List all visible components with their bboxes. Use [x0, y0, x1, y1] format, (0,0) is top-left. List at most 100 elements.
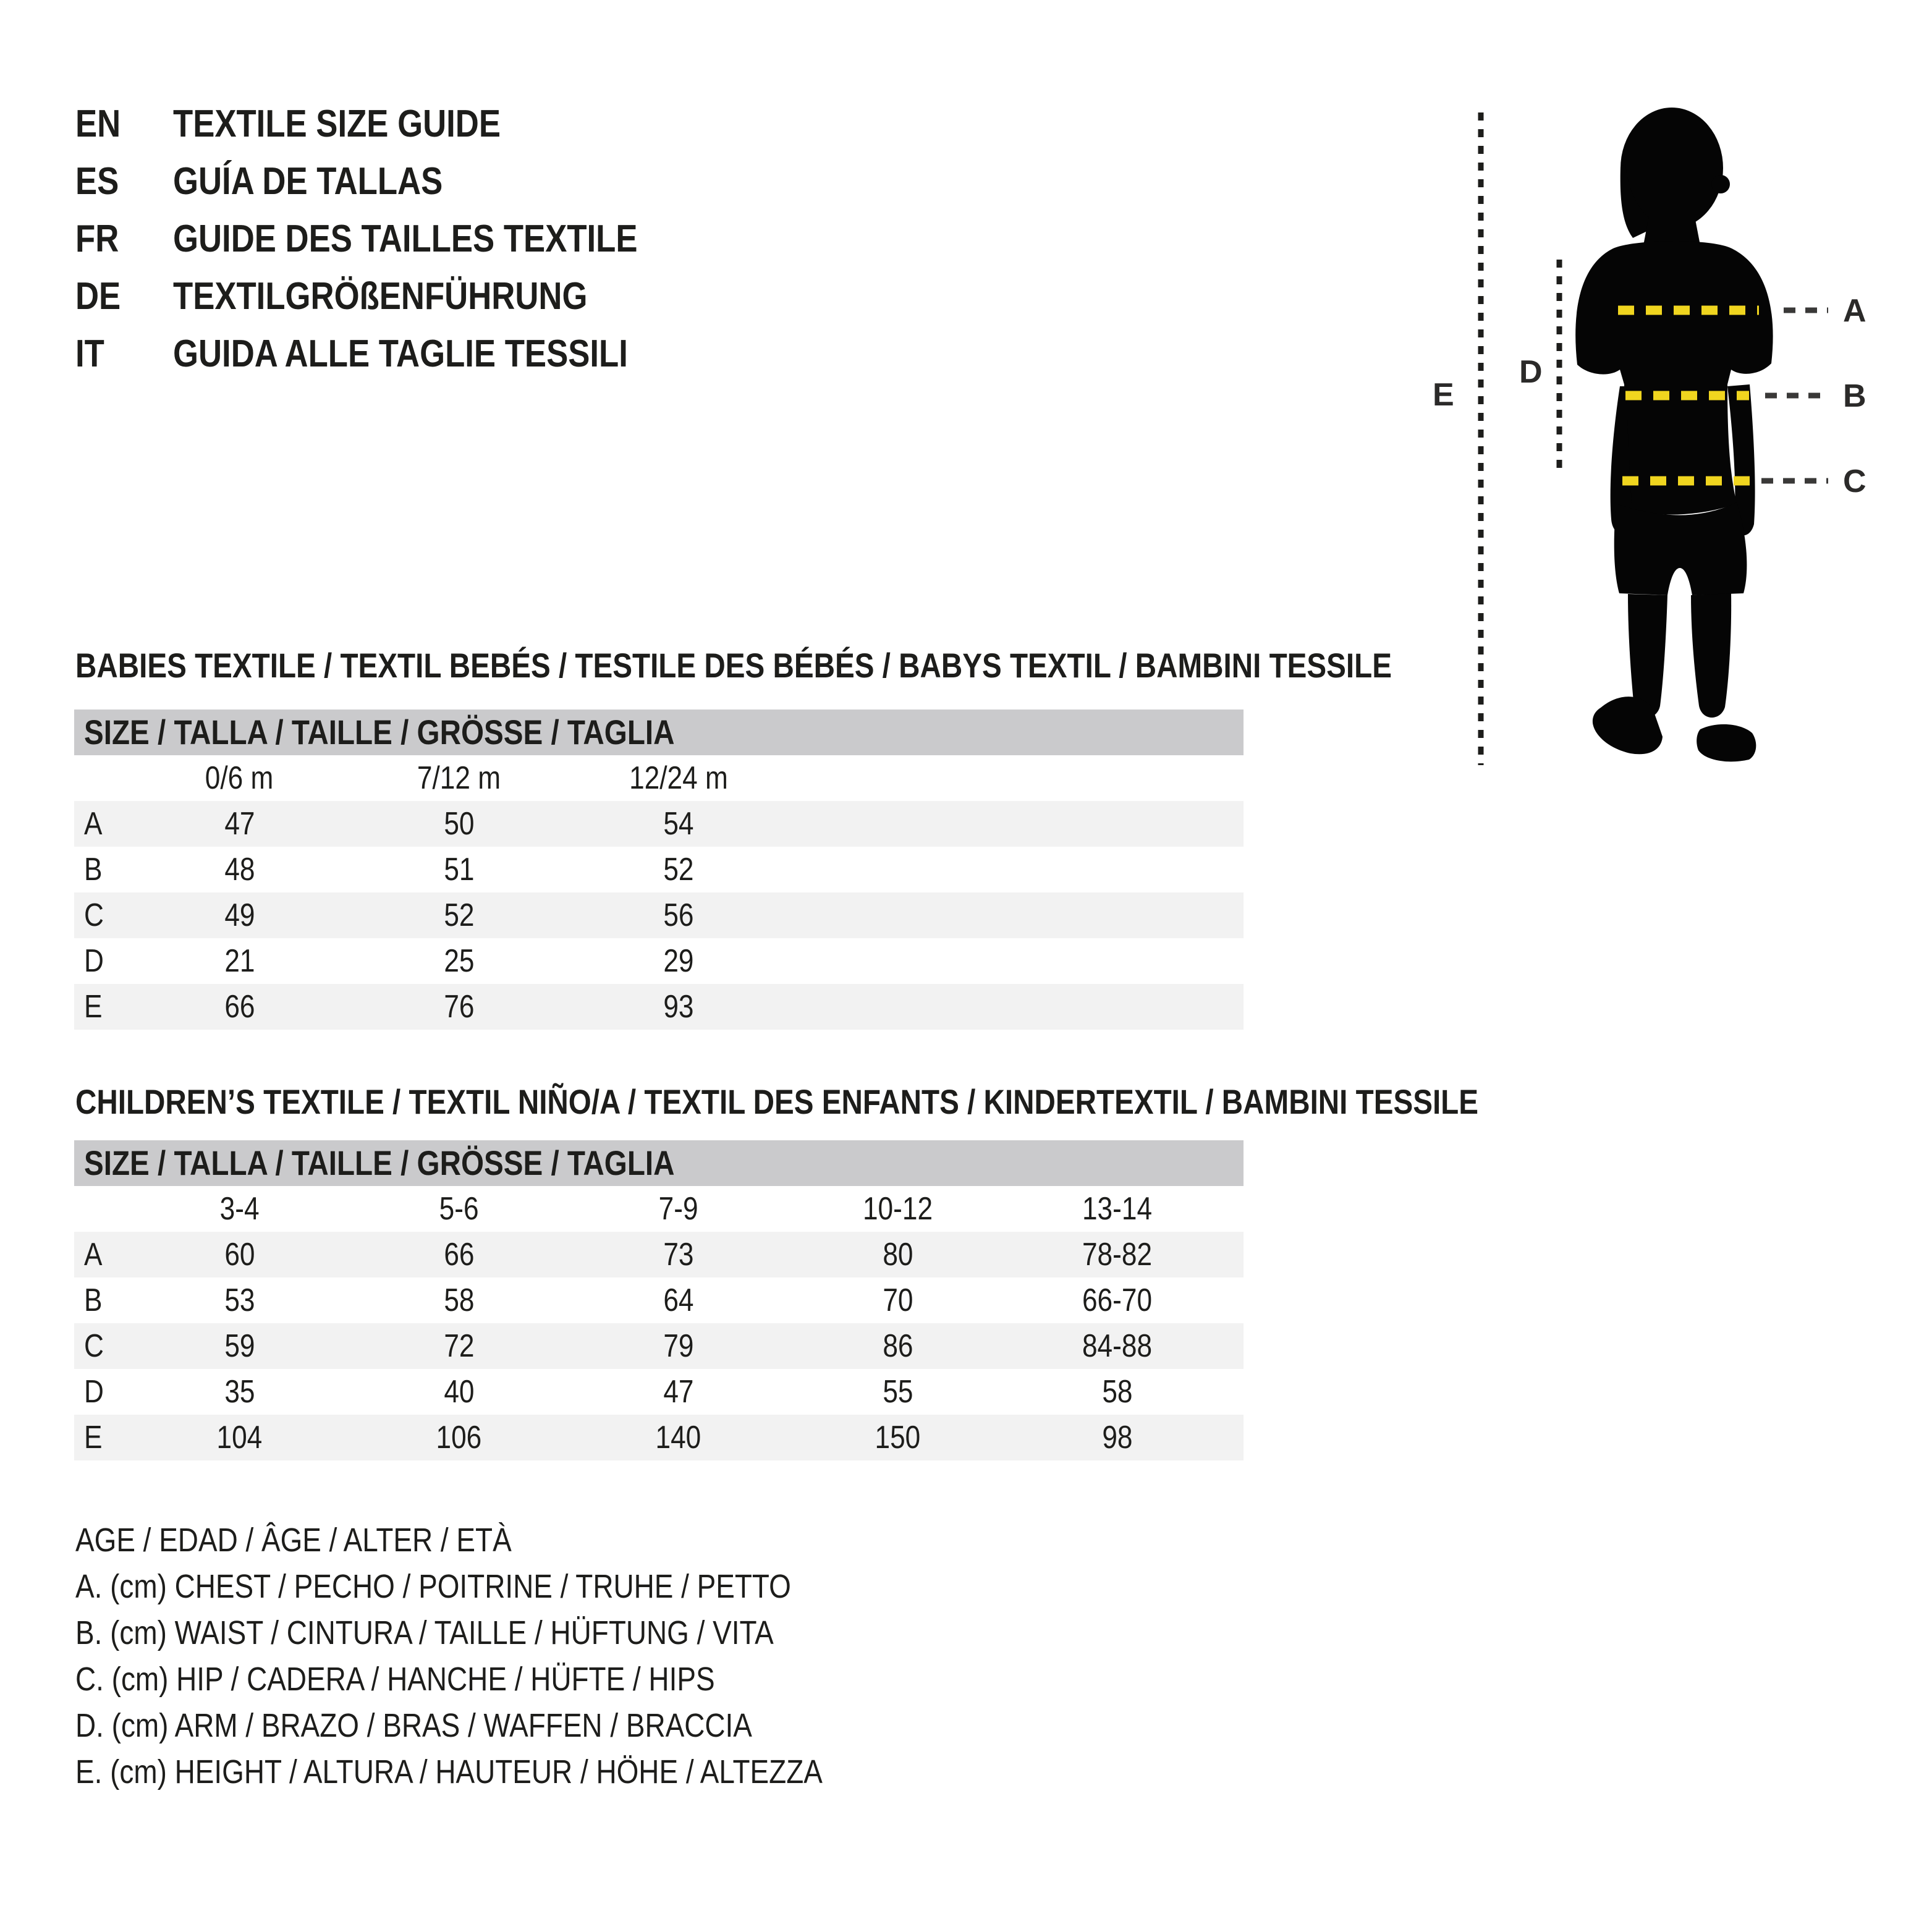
language-title: GUIDA ALLE TAGLIE TESSILI — [173, 333, 628, 375]
cell: 66 — [130, 984, 349, 1030]
cell: 29 — [663, 943, 694, 979]
table-row: E 104 106 140 150 98 — [74, 1415, 1244, 1460]
children-col-10-12: 10-12 — [862, 1191, 933, 1227]
label-height-e: E — [1433, 377, 1454, 413]
legend-line-height: E. (cm) HEIGHT / ALTURA / HAUTEUR / HÖHE… — [75, 1753, 823, 1790]
row-label: C — [74, 1323, 130, 1369]
cell: 47 — [663, 1374, 694, 1410]
cell: 52 — [663, 852, 694, 888]
cell: 48 — [224, 852, 255, 888]
table-row: E 66 76 93 — [74, 984, 1244, 1030]
cell: 21 — [224, 943, 255, 979]
table-row: A 60 66 73 80 78-82 — [74, 1232, 1244, 1277]
cell: 106 — [349, 1415, 569, 1460]
cell: 86 — [788, 1323, 1007, 1369]
language-title: TEXTILGRÖßENFÜHRUNG — [173, 275, 588, 318]
cell: 70 — [882, 1282, 913, 1318]
legend-line-age: AGE / EDAD / ÂGE / ALTER / ETÀ — [75, 1522, 512, 1559]
cell: 98 — [1007, 1415, 1227, 1460]
language-title: GUIDE DES TAILLES TEXTILE — [173, 218, 638, 260]
babies-column-header-row: 0/6 m 7/12 m 12/24 m — [74, 755, 1244, 801]
language-row-fr: FR GUIDE DES TAILLES TEXTILE — [75, 210, 719, 268]
table-row: B 48 51 52 — [74, 847, 1244, 892]
cell: 79 — [569, 1323, 788, 1369]
language-row-de: DE TEXTILGRÖßENFÜHRUNG — [75, 268, 719, 325]
cell: 73 — [569, 1232, 788, 1277]
cell: 55 — [882, 1374, 913, 1410]
children-col-13-14: 13-14 — [1082, 1191, 1153, 1227]
language-code: FR — [75, 218, 119, 260]
cell: 64 — [663, 1282, 694, 1318]
cell: 93 — [569, 984, 788, 1030]
label-hip-c: C — [1843, 464, 1866, 499]
cell: 53 — [224, 1282, 255, 1318]
children-col-5-6: 5-6 — [439, 1191, 479, 1227]
table-row: D 35 40 47 55 58 — [74, 1369, 1244, 1415]
cell: 140 — [569, 1415, 788, 1460]
cell: 25 — [443, 943, 475, 979]
language-code: IT — [75, 333, 104, 375]
legend-line-waist: B. (cm) WAIST / CINTURA / TAILLE / HÜFTU… — [75, 1614, 774, 1651]
cell: 78-82 — [1007, 1232, 1227, 1277]
language-title: GUÍA DE TALLAS — [173, 160, 443, 203]
cell: 58 — [443, 1282, 475, 1318]
babies-size-header-bar: SIZE / TALLA / TAILLE / GRÖSSE / TAGLIA — [74, 710, 1244, 755]
cell: 72 — [349, 1323, 569, 1369]
cell: 60 — [130, 1232, 349, 1277]
language-code: DE — [75, 275, 121, 318]
table-row: D 21 25 29 — [74, 938, 1244, 984]
cell: 66 — [349, 1232, 569, 1277]
language-code: EN — [75, 103, 121, 145]
language-title: TEXTILE SIZE GUIDE — [173, 103, 501, 145]
measurement-legend: AGE / EDAD / ÂGE / ALTER / ETÀ A. (cm) C… — [75, 1517, 954, 1795]
children-col-3-4: 3-4 — [219, 1191, 260, 1227]
cell: 54 — [569, 801, 788, 847]
cell: 76 — [349, 984, 569, 1030]
table-row: C 59 72 79 86 84-88 — [74, 1323, 1244, 1369]
legend-line-chest: A. (cm) CHEST / PECHO / POITRINE / TRUHE… — [75, 1568, 791, 1605]
babies-size-table: 0/6 m 7/12 m 12/24 m A 47 50 54 B 48 51 … — [74, 755, 1244, 1030]
language-list: EN TEXTILE SIZE GUIDE ES GUÍA DE TALLAS … — [75, 95, 719, 383]
table-row: B 53 58 64 70 66-70 — [74, 1277, 1244, 1323]
row-label: D — [84, 1374, 104, 1410]
children-col-7-9: 7-9 — [658, 1191, 698, 1227]
label-arm-d: D — [1519, 354, 1543, 390]
row-label: E — [74, 1415, 130, 1460]
cell: 84-88 — [1007, 1323, 1227, 1369]
babies-col-0-6m: 0/6 m — [205, 760, 274, 796]
table-row: A 47 50 54 — [74, 801, 1244, 847]
language-row-es: ES GUÍA DE TALLAS — [75, 153, 719, 210]
babies-section-heading: BABIES TEXTILE / TEXTIL BEBÉS / TESTILE … — [75, 646, 1392, 685]
babies-col-7-12m: 7/12 m — [417, 760, 501, 796]
cell: 80 — [788, 1232, 1007, 1277]
cell: 50 — [349, 801, 569, 847]
measurement-diagram: A B C D E — [1433, 108, 1866, 765]
row-label: A — [74, 1232, 130, 1277]
cell: 35 — [224, 1374, 255, 1410]
table-row: C 49 52 56 — [74, 892, 1244, 938]
language-code: ES — [75, 160, 119, 203]
cell: 150 — [788, 1415, 1007, 1460]
legend-line-hip: C. (cm) HIP / CADERA / HANCHE / HÜFTE / … — [75, 1661, 715, 1698]
children-column-header-row: 3-4 5-6 7-9 10-12 13-14 — [74, 1186, 1244, 1232]
children-section-heading: CHILDREN’S TEXTILE / TEXTIL NIÑO/A / TEX… — [75, 1082, 1479, 1121]
children-size-header-bar: SIZE / TALLA / TAILLE / GRÖSSE / TAGLIA — [74, 1140, 1244, 1186]
cell: 47 — [130, 801, 349, 847]
row-label: B — [84, 852, 103, 888]
label-chest-a: A — [1843, 293, 1866, 329]
cell: 40 — [443, 1374, 475, 1410]
row-label: D — [84, 943, 104, 979]
legend-line-arm: D. (cm) ARM / BRAZO / BRAS / WAFFEN / BR… — [75, 1707, 752, 1744]
row-label: E — [74, 984, 130, 1030]
cell: 59 — [130, 1323, 349, 1369]
cell: 49 — [130, 892, 349, 938]
cell: 52 — [349, 892, 569, 938]
row-label: A — [74, 801, 130, 847]
row-label: C — [74, 892, 130, 938]
cell: 66-70 — [1082, 1282, 1153, 1318]
babies-col-12-24m: 12/24 m — [629, 760, 728, 796]
label-waist-b: B — [1843, 378, 1866, 414]
child-silhouette — [1575, 108, 1773, 762]
cell: 51 — [443, 852, 475, 888]
